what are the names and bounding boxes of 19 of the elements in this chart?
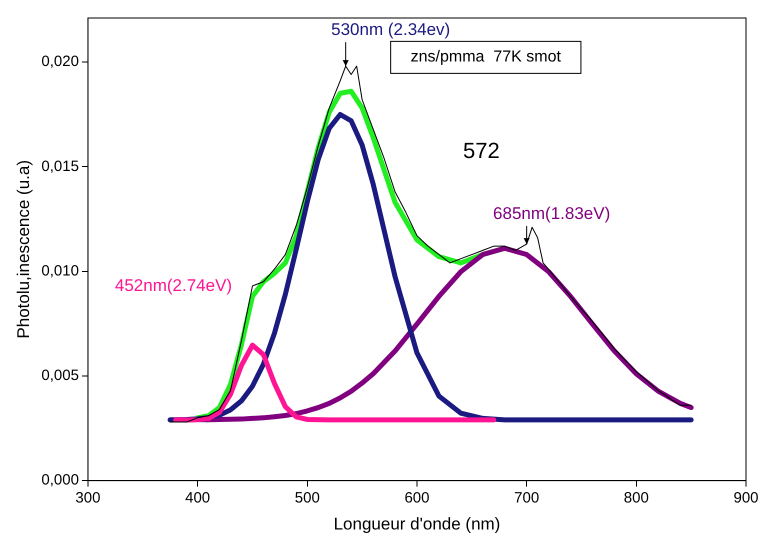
y-tick-label: 0,010 [41, 262, 79, 280]
y-tick-label: 0,000 [41, 472, 79, 489]
x-tick-label: 800 [624, 490, 649, 507]
y-tick-label: 0,020 [41, 53, 79, 70]
y-axis-title: Photolu,inescence (u.a) [14, 160, 33, 339]
y-tick-label: 0,005 [41, 367, 79, 384]
annotation: 572 [463, 138, 500, 164]
annotation: 685nm(1.83eV) [493, 204, 610, 223]
annotation: 530nm (2.34ev) [331, 20, 450, 39]
x-tick-label: 600 [404, 490, 430, 507]
x-tick-label: 700 [514, 490, 540, 507]
x-tick-label: 400 [185, 490, 210, 507]
x-axis-title: Longueur d'onde (nm) [334, 514, 500, 534]
x-tick-label: 900 [733, 490, 759, 507]
x-tick-label: 500 [294, 490, 320, 507]
x-tick-label: 300 [75, 490, 100, 507]
annotation: 452nm(2.74eV) [114, 276, 232, 295]
y-tick-label: 0,015 [41, 158, 79, 175]
annotation: zns/pmma 77K smot [410, 48, 562, 66]
